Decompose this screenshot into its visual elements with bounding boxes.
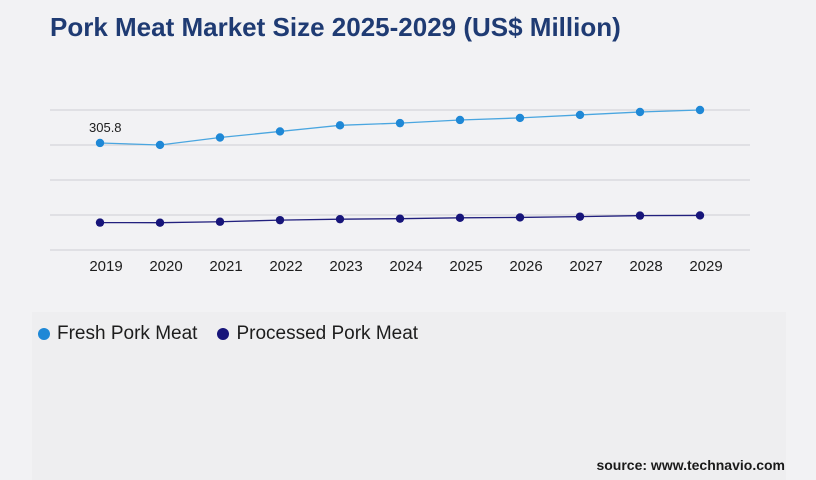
data-point-processed <box>695 211 705 220</box>
x-tick-label: 2020 <box>149 258 182 275</box>
data-point-fresh <box>695 105 705 115</box>
source-credit: source: www.technavio.com <box>596 457 785 473</box>
data-point-processed <box>515 213 525 222</box>
gridlines <box>50 109 750 251</box>
data-label: 305.8 <box>89 120 122 135</box>
data-point-fresh <box>155 140 165 150</box>
data-point-processed <box>95 218 105 227</box>
legend-item-processed[interactable]: Processed Pork Meat <box>217 323 418 345</box>
data-point-processed <box>575 212 585 221</box>
x-tick-label: 2027 <box>569 258 602 275</box>
data-labels: 305.8 <box>89 120 122 135</box>
data-point-processed <box>215 217 225 226</box>
data-point-fresh <box>395 118 405 128</box>
legend-panel <box>32 312 786 480</box>
data-point-fresh <box>275 127 285 136</box>
data-point-fresh <box>215 133 225 142</box>
data-point-fresh <box>515 113 525 123</box>
x-tick-label: 2026 <box>509 258 542 275</box>
data-point-processed <box>635 211 645 220</box>
data-point-processed <box>275 215 285 225</box>
x-tick-label: 2024 <box>389 258 422 275</box>
legend-marker-processed <box>217 328 230 340</box>
x-tick-label: 2023 <box>329 258 362 275</box>
legend-label-fresh: Fresh Pork Meat <box>57 323 198 344</box>
series-layer <box>95 105 705 227</box>
data-point-processed <box>455 213 465 223</box>
data-point-fresh <box>575 110 585 120</box>
data-point-fresh <box>95 138 105 148</box>
x-tick-label: 2022 <box>269 258 302 275</box>
x-tick-label: 2029 <box>689 258 722 275</box>
data-point-fresh <box>455 115 465 125</box>
data-point-processed <box>155 218 165 227</box>
x-tick-label: 2025 <box>449 258 482 275</box>
data-point-processed <box>395 214 405 223</box>
x-tick-label: 2019 <box>89 258 122 275</box>
data-point-fresh <box>335 121 345 130</box>
x-axis-ticks: 2019 2020 2021 2022 2023 2024 2025 2026 2027 2028… <box>89 258 722 275</box>
legend: Fresh Pork Meat Processed Pork Meat <box>38 323 418 345</box>
legend-item-fresh[interactable]: Fresh Pork Meat <box>38 323 197 345</box>
data-point-fresh <box>635 107 645 117</box>
chart-title: Pork Meat Market Size 2025-2029 (US$ Mil… <box>50 12 621 42</box>
legend-marker-fresh <box>38 328 50 340</box>
x-tick-label: 2028 <box>629 258 662 275</box>
series-line-fresh <box>99 109 701 146</box>
data-point-processed <box>335 214 345 224</box>
legend-label-processed: Processed Pork Meat <box>236 323 419 344</box>
x-tick-label: 2021 <box>209 258 242 275</box>
